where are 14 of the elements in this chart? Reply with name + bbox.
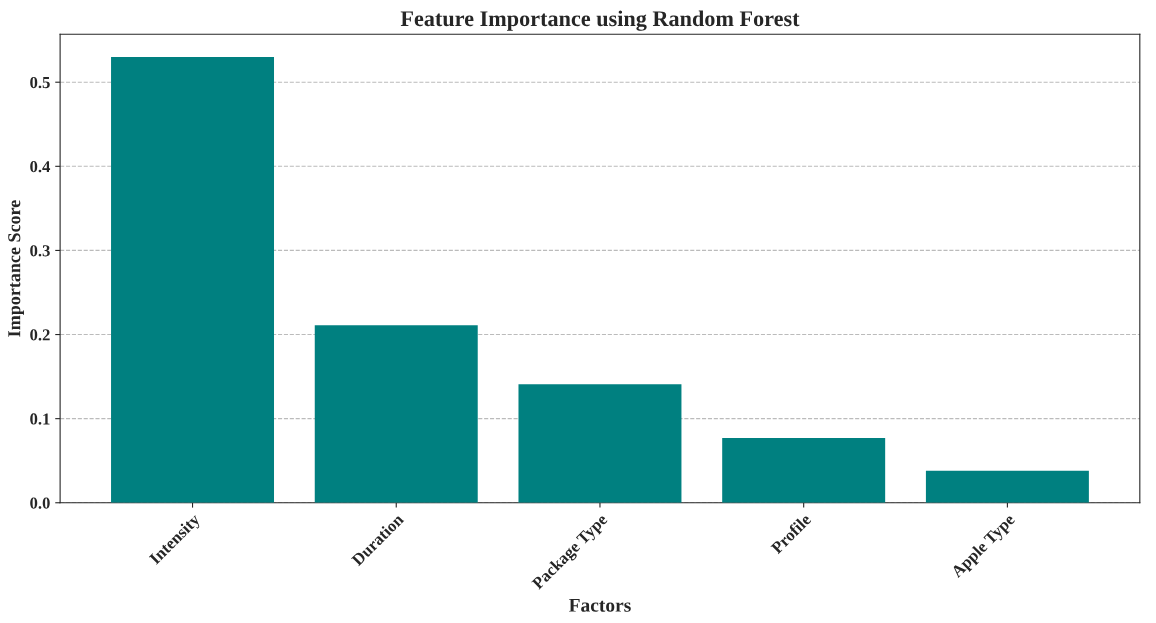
y-tick-label: 0.4 xyxy=(30,161,51,173)
bar xyxy=(518,384,682,503)
x-axis-title: Factors xyxy=(568,598,631,612)
chart-title: Feature Importance using Random Forest xyxy=(400,10,800,31)
y-tick-label: 0.2 xyxy=(30,329,50,341)
bar xyxy=(722,438,886,503)
bar xyxy=(111,56,275,503)
y-axis-title: Importance Score xyxy=(8,200,24,337)
bar xyxy=(314,325,478,503)
bar xyxy=(925,470,1089,503)
y-tick-label: 0.0 xyxy=(30,497,50,509)
y-tick-label: 0.1 xyxy=(30,413,50,425)
y-tick-label: 0.3 xyxy=(30,245,50,257)
y-tick-label: 0.5 xyxy=(30,76,50,89)
